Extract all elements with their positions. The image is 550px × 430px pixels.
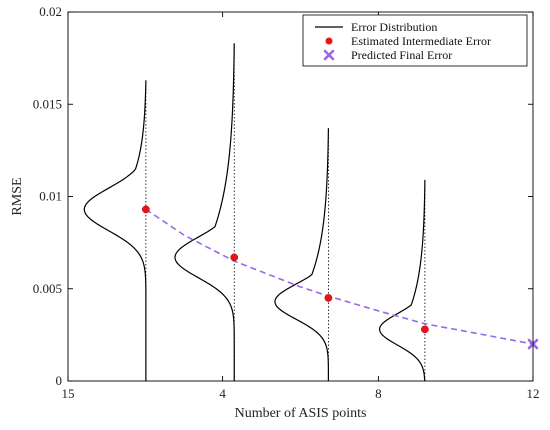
legend-label-error-distribution: Error Distribution [351, 20, 437, 34]
legend-estimated-error-marker [325, 37, 333, 45]
x-axis-title: Number of ASIS points [235, 406, 367, 421]
plot-area [83, 43, 539, 382]
y-tick-label: 0.005 [33, 281, 62, 296]
legend-label-predicted-error: Predicted Final Error [351, 48, 452, 62]
legend-predicted-error-marker [323, 49, 335, 61]
estimated-error-point [230, 253, 239, 262]
error-distribution-curve-1 [83, 80, 147, 381]
error-distribution-curve-3 [274, 128, 329, 381]
legend-cross-stroke-b [323, 49, 335, 61]
legend-label-estimated-error: Estimated Intermediate Error [351, 34, 491, 48]
error-distribution-curve-4 [378, 179, 426, 382]
x-tick-label: 4 [219, 386, 226, 401]
legend: Error Distribution Estimated Intermediat… [302, 14, 528, 67]
y-tick-label: 0.01 [39, 189, 62, 204]
plot-frame [67, 11, 534, 382]
estimated-error-point [421, 325, 429, 334]
axes: 15 4 8 12 0 0.005 0.01 0.015 0.02 [33, 4, 540, 401]
x-tick-label: 8 [375, 386, 382, 401]
y-axis-title: RMSE [10, 177, 25, 215]
predicted-trend-line [145, 208, 534, 345]
x-tick-label: 12 [527, 386, 540, 401]
y-tick-label: 0.02 [39, 4, 62, 19]
legend-box [302, 14, 528, 67]
y-tick-label: 0 [56, 373, 63, 388]
x-tick-label: 15 [62, 386, 75, 401]
error-distribution-curve-2 [174, 43, 235, 381]
y-tick-label: 0.015 [33, 96, 62, 111]
estimated-error-point [142, 205, 150, 214]
estimated-error-point [324, 294, 333, 302]
